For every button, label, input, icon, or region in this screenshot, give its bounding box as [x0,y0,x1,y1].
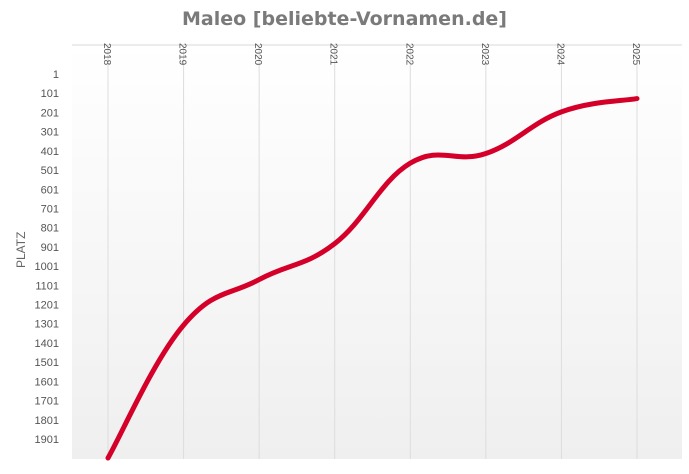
chart-title: Maleo [beliebte-Vornamen.de] [182,8,507,30]
y-tick-label: 501 [41,165,59,177]
x-tick-label: 2019 [177,43,188,66]
y-tick-label: 1501 [35,357,59,369]
y-tick-label: 1401 [35,338,59,350]
y-tick-label: 1101 [35,280,59,292]
y-tick-label: 1 [53,69,59,81]
x-tick-label: 2025 [630,43,641,66]
x-tick-label: 2020 [252,43,263,66]
x-tick-label: 2018 [101,43,112,66]
x-tick-label: 2021 [328,43,339,66]
y-tick-label: 1001 [35,261,59,273]
y-tick-label: 1301 [35,319,59,331]
x-tick-label: 2022 [403,43,414,66]
x-tick-label: 2023 [479,43,490,66]
y-tick-label: 1801 [35,415,59,427]
plot-area [72,45,682,459]
x-tick-label: 2024 [554,43,565,66]
y-tick-label: 1601 [35,376,59,388]
y-tick-label: 201 [41,107,59,119]
y-tick-label: 101 [41,88,59,100]
y-tick-label: 401 [41,146,59,158]
y-tick-label: 1701 [35,396,59,408]
y-tick-label: 601 [41,184,59,196]
y-tick-label: 901 [41,242,59,254]
grid-lines [107,45,638,459]
x-axis-ticks: 2018 2019 2020 2021 2022 2023 2024 2025 [101,43,641,66]
y-tick-label: 701 [41,203,59,215]
y-tick-label: 1901 [35,434,59,446]
series-line-maleo [105,96,640,461]
y-tick-label: 1201 [35,300,59,312]
y-tick-label: 801 [41,223,59,235]
y-axis-ticks: 1101201301401501601701801901100111011201… [35,69,59,446]
y-tick-label: 301 [41,127,59,139]
